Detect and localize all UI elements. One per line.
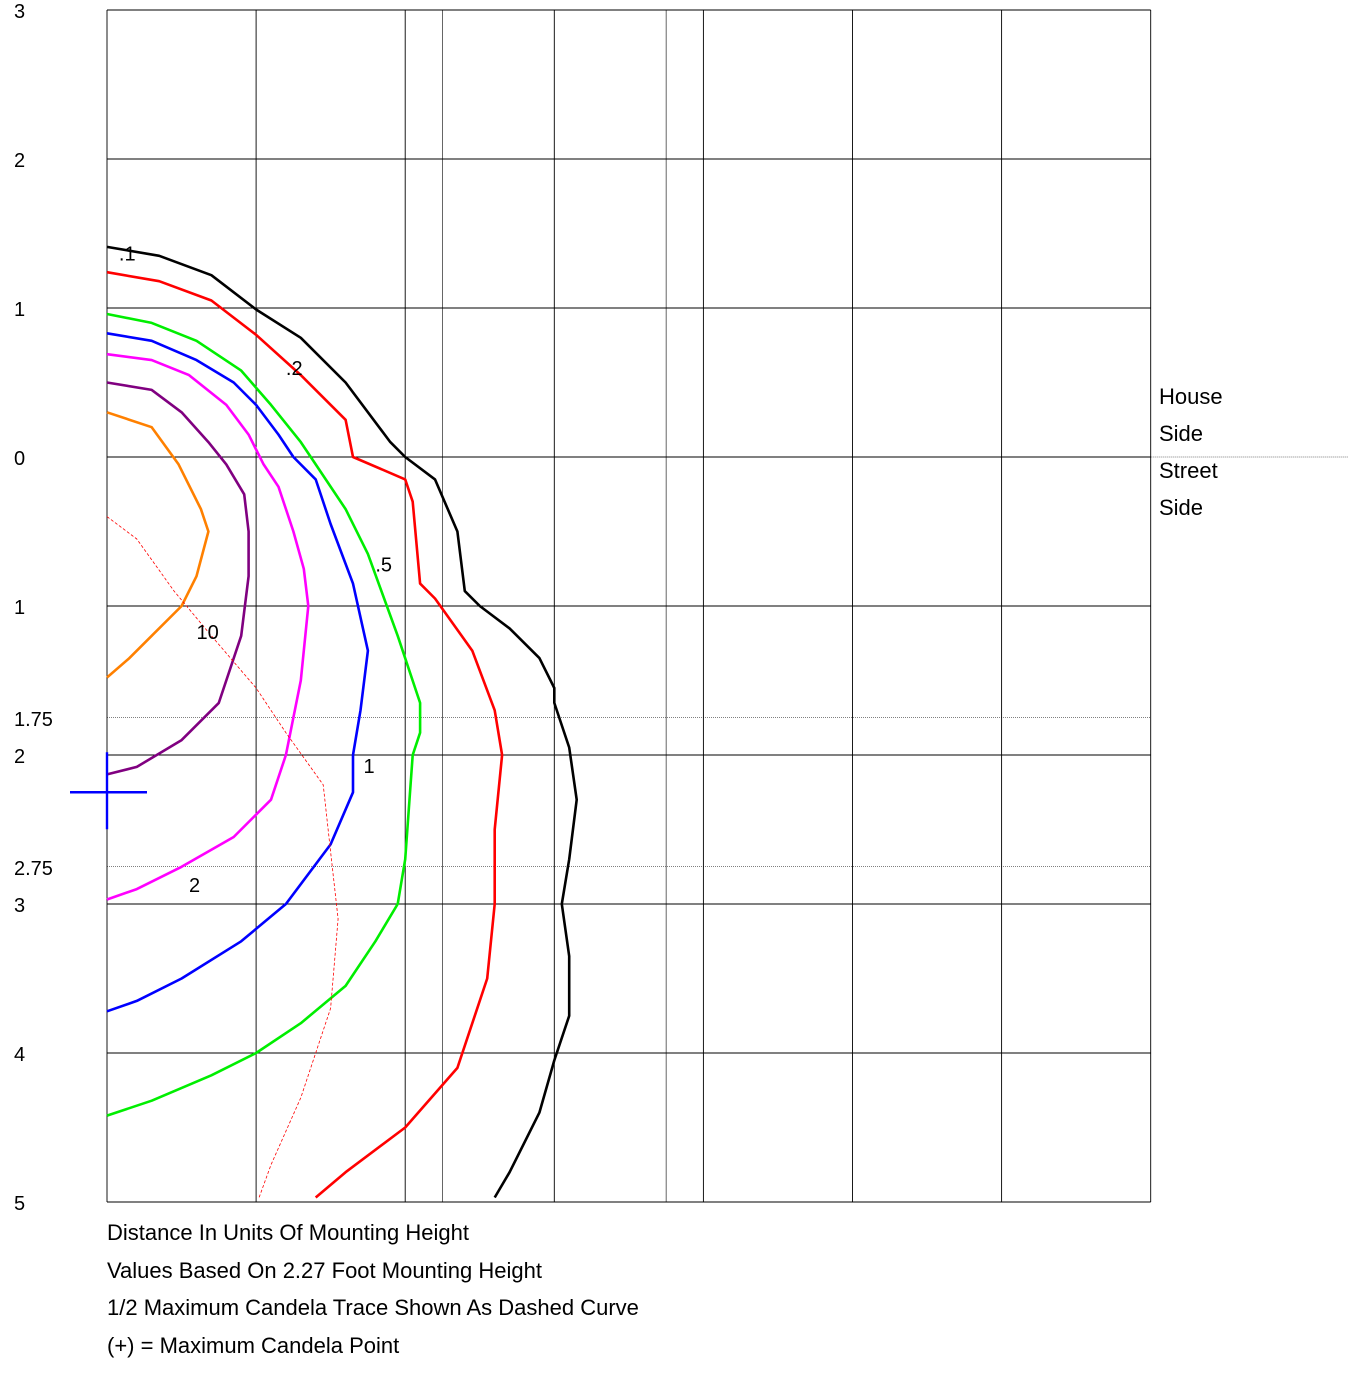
y-tick-label: 5: [14, 1193, 25, 1210]
contour-value-label: 1: [363, 756, 374, 778]
contour-value-label: .2: [286, 358, 303, 380]
y-tick-label: 2.75: [14, 858, 53, 880]
note-half-max-trace: 1/2 Maximum Candela Trace Shown As Dashe…: [107, 1295, 639, 1320]
contour-value-label: 10: [196, 622, 218, 644]
house-side-label: House Side: [1159, 384, 1223, 446]
isofootcandle-curve: [106, 245, 579, 1199]
isofootcandle-curve: [106, 332, 370, 1013]
note-mounting-height: Values Based On 2.27 Foot Mounting Heigh…: [107, 1257, 542, 1283]
isofootcandle-curve: [106, 312, 422, 1117]
y-tick-label: 1: [14, 597, 25, 619]
y-tick-label: 4: [14, 1044, 25, 1066]
y-tick-label: 3: [14, 1, 25, 23]
y-tick-label: 3: [14, 895, 25, 917]
note-distance-units: Distance In Units Of Mounting Height: [107, 1220, 469, 1245]
contour-value-label: .1: [119, 243, 136, 265]
y-tick-label: 0: [14, 448, 25, 470]
street-side-label: Street Side: [1159, 458, 1218, 520]
isofootcandle-curve: [106, 352, 310, 901]
y-tick-label: 2: [14, 150, 25, 172]
y-tick-label: 2: [14, 746, 25, 768]
isofootcandle-chart: 0122.2533.754567321011.7522.75345.1.2.51…: [14, 1, 1348, 1210]
isofootcandle-curve: [106, 411, 210, 679]
contour-value-label: .5: [375, 555, 392, 577]
contour-value-label: 2: [189, 875, 200, 897]
y-tick-label: 1: [14, 299, 25, 321]
chart-notes: Distance In Units Of Mounting Height Val…: [107, 1214, 639, 1364]
note-max-candela-point: (+) = Maximum Candela Point: [107, 1332, 400, 1358]
y-tick-label: 1.75: [14, 709, 53, 731]
isofootcandle-curve: [106, 381, 250, 776]
isofootcandle-curve: [106, 270, 504, 1199]
half-max-candela-trace: [106, 516, 339, 1198]
